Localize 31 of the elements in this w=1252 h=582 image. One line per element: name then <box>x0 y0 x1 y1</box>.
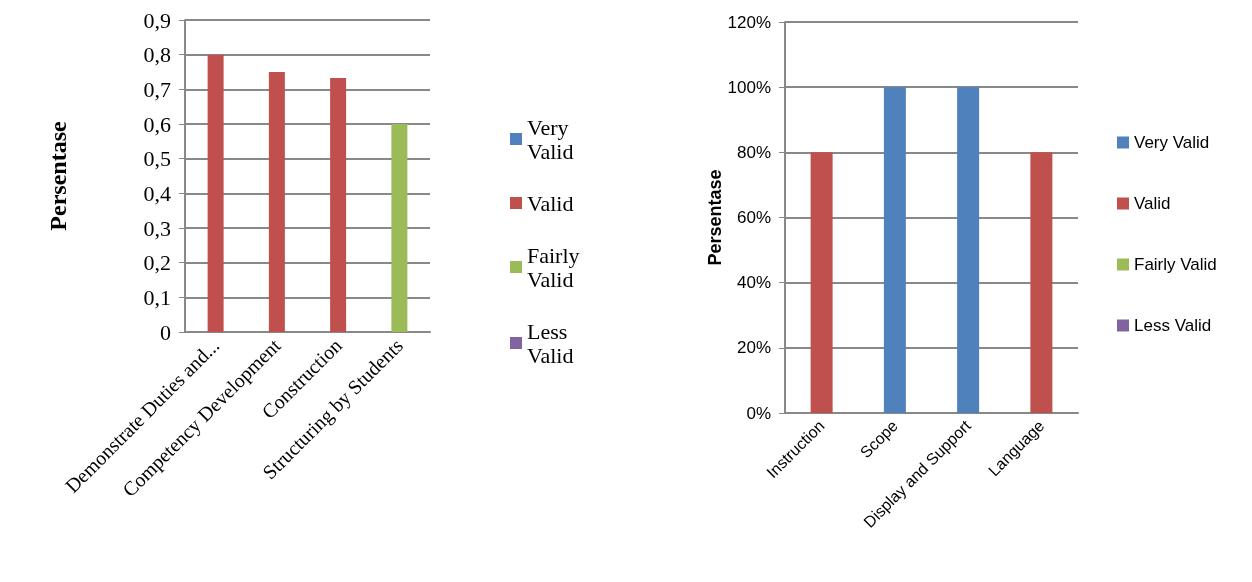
legend-label: Valid <box>527 190 574 216</box>
y-tick-label: 0 <box>160 319 171 345</box>
y-tick-label: 0,8 <box>143 42 171 68</box>
legend-label: Fairly Valid <box>1134 255 1217 274</box>
y-tick-label: 60% <box>736 208 771 227</box>
y-axis-title: Persentase <box>45 121 71 231</box>
y-tick-label: 0,3 <box>143 215 171 241</box>
bar <box>391 124 408 332</box>
y-axis-title: Persentase <box>704 169 725 266</box>
y-tick-label: 0,7 <box>143 76 171 102</box>
y-tick-label: 0,9 <box>143 7 171 33</box>
bar <box>207 54 224 332</box>
legend-label: Less Valid <box>1134 316 1212 335</box>
y-tick-label: 80% <box>736 142 771 162</box>
y-tick-label: 0,4 <box>143 180 171 206</box>
y-tick-label: 100% <box>727 77 771 97</box>
y-tick-label: 0,2 <box>143 250 171 276</box>
legend-label: Very Valid <box>527 114 575 164</box>
y-tick-label: 0,6 <box>143 111 171 137</box>
bar <box>330 77 347 332</box>
y-tick-label: 0,1 <box>143 284 171 310</box>
y-tick-label: 20% <box>736 338 771 358</box>
legend-label: Very Valid <box>1134 133 1210 152</box>
legend-label: Fairly Valid <box>527 242 586 292</box>
y-tick-label: 40% <box>736 273 771 293</box>
y-tick-label: 0% <box>746 403 771 423</box>
y-tick-label: 120% <box>727 12 771 32</box>
legend-label: Valid <box>1134 194 1171 213</box>
bar <box>268 72 285 332</box>
y-tick-label: 0,5 <box>143 146 171 172</box>
legend-label: Less Valid <box>527 318 574 368</box>
